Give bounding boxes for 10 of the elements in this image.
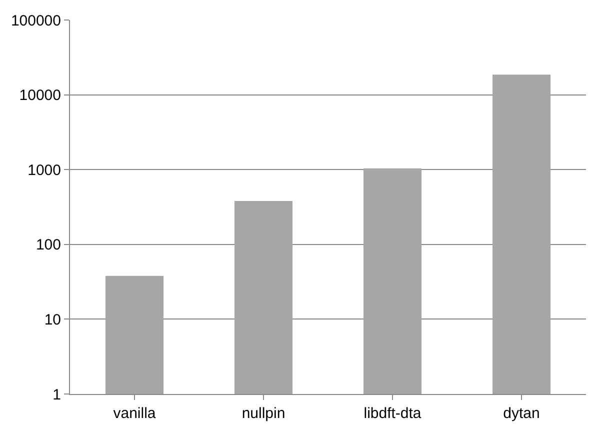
x-tick-label: nullpin	[242, 405, 286, 422]
y-tick-label: 100	[36, 236, 61, 254]
y-tick-label: 1	[52, 386, 61, 404]
y-tick-label: 100000	[10, 12, 61, 30]
x-tick-label: vanilla	[113, 405, 156, 422]
x-tick-label: dytan	[503, 405, 540, 422]
y-tick-label: 10	[44, 311, 61, 328]
y-tick-label: 1000	[28, 162, 61, 179]
y-tick-label: 10000	[19, 87, 61, 104]
x-tick-label: libdft-dta	[364, 405, 422, 422]
